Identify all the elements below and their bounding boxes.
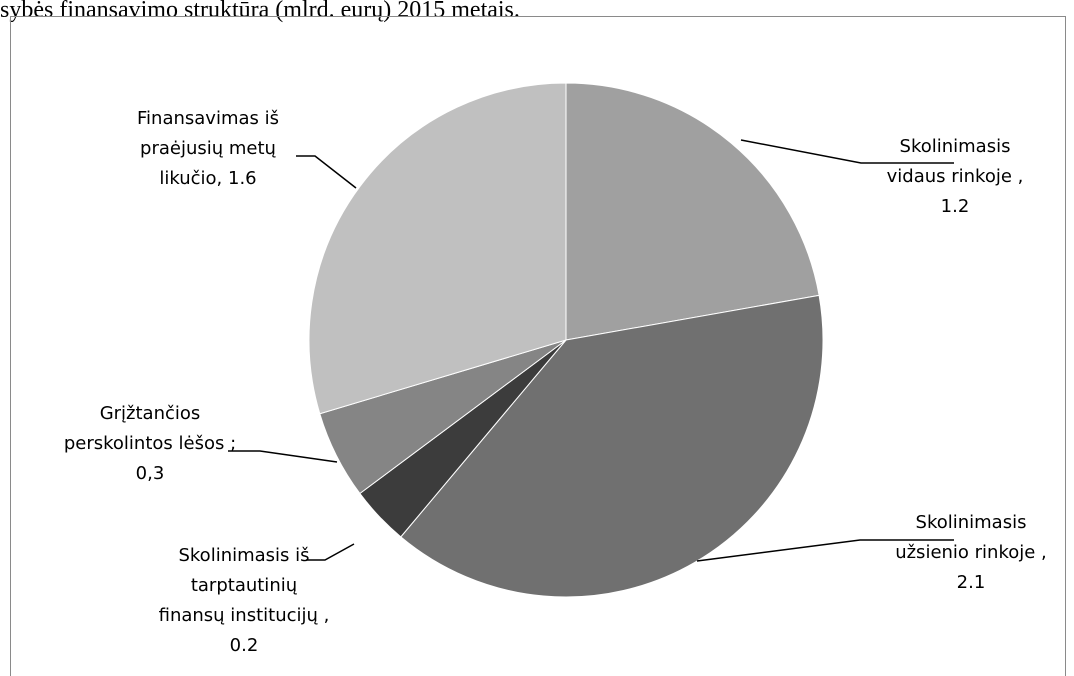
slice-label-4: Grįžtančios perskolintos lėšos ; 0,3: [64, 403, 236, 484]
pie-slice-2: [400, 294, 824, 598]
slice-label-line: Grįžtančios: [100, 403, 201, 424]
figure-caption: sybės finansavimo struktūra (mlrd. eurų)…: [0, 0, 520, 23]
slice-labels: Skolinimasis vidaus rinkoje , 1.2Skolinima…: [64, 108, 1047, 656]
slice-label-line: praėjusių metų: [140, 138, 277, 159]
slice-label-line: Skolinimasis iš: [178, 545, 309, 566]
slice-label-line: finansų institucijų ,: [159, 605, 330, 626]
slice-label-line: tarptautinių: [191, 575, 298, 596]
leader-line-3: [306, 543, 355, 561]
leader-line-4: [228, 450, 338, 463]
leader-line-5: [296, 155, 357, 189]
pie-slice-5: [308, 82, 567, 415]
slice-label-line: Finansavimas iš: [137, 108, 279, 129]
slice-label-line: Skolinimasis: [900, 136, 1011, 157]
pie-slices: [308, 82, 824, 598]
chart-frame: [10, 16, 1066, 676]
slice-label-line: 2.1: [957, 572, 986, 593]
pie-slice-1: [565, 82, 820, 341]
slice-label-line: 1.2: [941, 196, 970, 217]
slice-label-line: užsienio rinkoje ,: [895, 542, 1047, 563]
leader-line-1: [740, 139, 954, 164]
slice-label-line: Skolinimasis: [916, 512, 1027, 533]
slice-label-line: 0.2: [230, 635, 259, 656]
slice-label-line: vidaus rinkoje ,: [887, 166, 1024, 187]
leader-lines: [228, 139, 954, 562]
slice-label-5: Finansavimas iš praėjusių metų likučio, 1.…: [137, 108, 279, 189]
pie-chart: Skolinimasis vidaus rinkoje , 1.2Skolinima…: [64, 82, 1047, 656]
slice-label-line: 0,3: [136, 463, 165, 484]
slice-label-line: likučio, 1.6: [159, 168, 256, 189]
leader-line-2: [696, 539, 954, 562]
slice-label-3: Skolinimasis iš tarptautinių finansų insti…: [159, 545, 330, 656]
slice-label-1: Skolinimasis vidaus rinkoje , 1.2: [887, 136, 1024, 217]
slice-label-2: Skolinimasis užsienio rinkoje , 2.1: [895, 512, 1047, 593]
slice-label-line: perskolintos lėšos ;: [64, 433, 236, 454]
